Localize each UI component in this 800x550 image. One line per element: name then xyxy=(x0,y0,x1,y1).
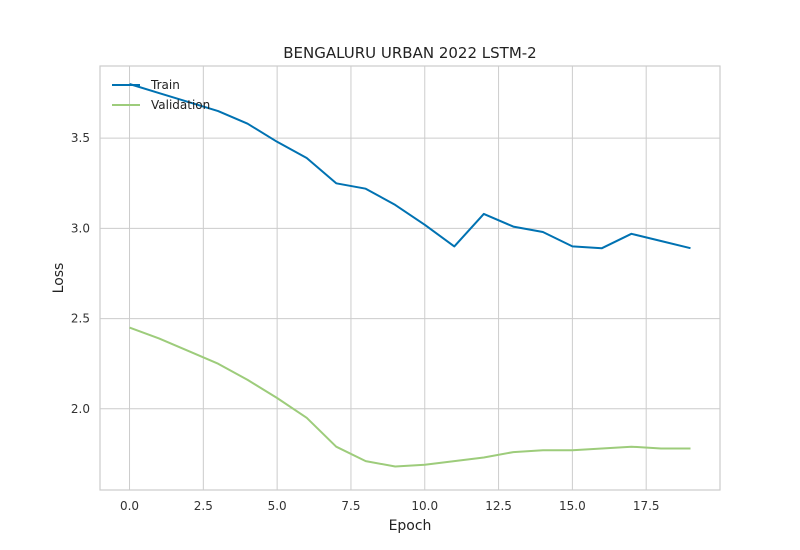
x-tick-labels: 0.0 2.5 5.0 7.5 10.0 12.5 15.0 17.5 xyxy=(120,499,660,513)
y-axis-label: Loss xyxy=(51,263,67,294)
x-tick-label: 7.5 xyxy=(341,499,360,513)
series-lines xyxy=(129,83,691,468)
x-tick-label: 15.0 xyxy=(559,499,586,513)
plot-frame xyxy=(99,65,721,491)
y-tick-label: 2.0 xyxy=(71,402,90,416)
legend: Train Validation xyxy=(112,78,210,112)
x-tick-label: 17.5 xyxy=(633,499,660,513)
y-tick-label: 2.5 xyxy=(71,312,90,326)
series-line-train xyxy=(129,83,691,250)
x-tick-label: 10.0 xyxy=(411,499,438,513)
chart-title: BENGALURU URBAN 2022 LSTM-2 xyxy=(283,44,536,62)
series-line-validation xyxy=(129,326,691,468)
x-tick-label: 0.0 xyxy=(120,499,139,513)
x-axis-label: Epoch xyxy=(389,518,432,534)
y-tick-label: 3.0 xyxy=(71,221,90,235)
x-tick-label: 5.0 xyxy=(268,499,287,513)
y-tick-labels: 2.0 2.5 3.0 3.5 xyxy=(71,131,90,416)
grid-lines xyxy=(100,66,720,490)
plot-background xyxy=(100,66,720,490)
legend-label-train: Train xyxy=(150,78,180,92)
y-tick-label: 3.5 xyxy=(71,131,90,145)
x-tick-label: 12.5 xyxy=(485,499,512,513)
x-tick-label: 2.5 xyxy=(194,499,213,513)
legend-label-validation: Validation xyxy=(151,98,210,112)
